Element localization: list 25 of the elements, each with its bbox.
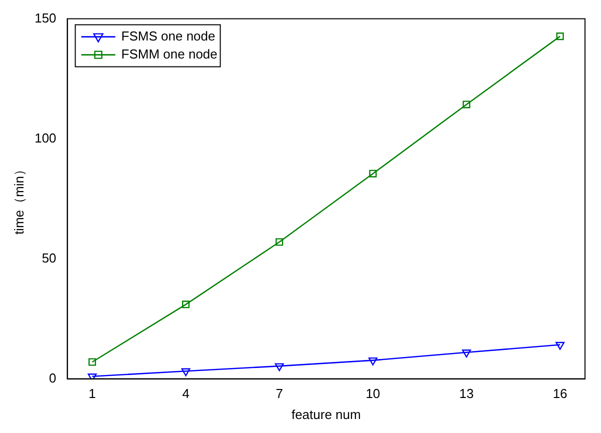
- point: [369, 170, 377, 178]
- y-axis-title: time（min）: [11, 163, 26, 235]
- x-tick-label: 16: [552, 386, 568, 402]
- legend-label: FSMM one node: [121, 46, 218, 62]
- point: [556, 32, 564, 40]
- x-tick-label: 7: [276, 386, 283, 402]
- x-axis-title: feature num: [291, 406, 361, 422]
- point: [276, 238, 284, 246]
- point: [274, 363, 284, 372]
- y-tick-label: 50: [42, 250, 56, 266]
- x-tick-label: 13: [459, 386, 474, 402]
- y-tick-label: 150: [34, 10, 56, 26]
- legend-label: FSMS one node: [121, 28, 216, 44]
- x-tick-label: 1: [88, 386, 96, 402]
- point: [88, 358, 96, 366]
- point: [182, 300, 190, 308]
- point: [462, 100, 470, 108]
- point: [368, 357, 378, 366]
- point: [556, 342, 565, 350]
- x-tick-label: 10: [366, 386, 380, 402]
- point: [462, 350, 471, 358]
- x-tick-label: 4: [182, 386, 190, 402]
- y-tick-label: 0: [49, 370, 56, 386]
- point: [181, 368, 190, 376]
- y-tick-label: 100: [34, 130, 56, 146]
